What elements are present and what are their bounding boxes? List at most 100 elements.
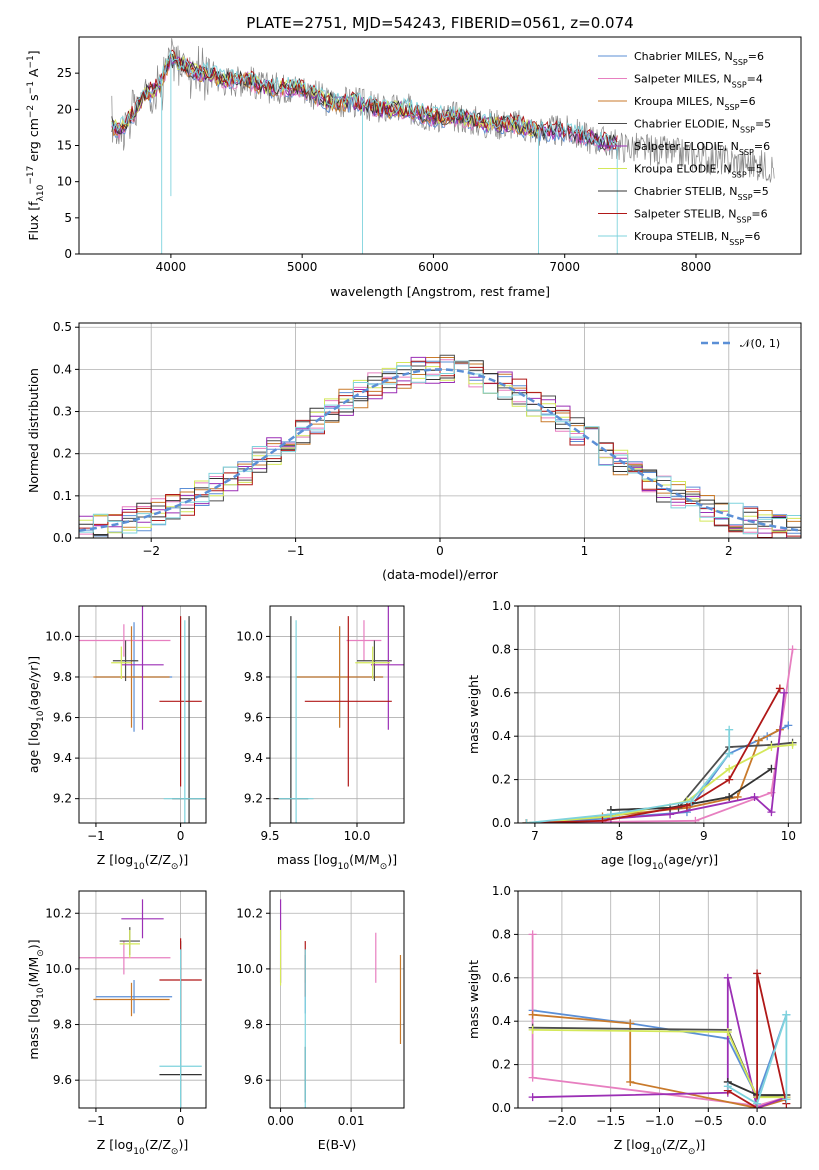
weight-line xyxy=(532,1029,787,1099)
y-tick-label: 9.6 xyxy=(53,1073,72,1087)
weight-point xyxy=(725,775,734,784)
plot-frame xyxy=(78,890,207,1109)
weight-vs-age-panel: 7 8 9 10 0.0 0.2 0.4 0.6 0.8 1.0 age [log10(age/yr… xyxy=(466,599,802,872)
x-tick-label: −1 xyxy=(87,829,105,843)
y-tick-label: 9.4 xyxy=(53,751,72,765)
residual-histogram xyxy=(79,360,801,538)
plot-area xyxy=(79,899,202,1108)
weight-point xyxy=(528,930,537,939)
figure-title: PLATE=2751, MJD=54243, FIBERID=0561, z=0… xyxy=(246,14,633,32)
x-tick-label: −2.0 xyxy=(547,1114,576,1128)
y-tick-label: 0 xyxy=(64,247,72,261)
y-tick-label: 0.8 xyxy=(492,927,511,941)
plot-area xyxy=(79,354,801,538)
legend-label: Kroupa MILES, NSSP=6 xyxy=(634,95,756,112)
y-tick-label: 9.6 xyxy=(244,711,263,725)
weight-point xyxy=(528,1093,537,1102)
weight-point xyxy=(626,1077,635,1086)
y-tick-label: 0.4 xyxy=(492,729,511,743)
y-tick-label: 10.2 xyxy=(236,906,263,920)
model-spectrum-line xyxy=(111,56,618,150)
x-tick-label: 9 xyxy=(700,829,708,843)
y-tick-label: 0.5 xyxy=(53,320,72,334)
weight-line xyxy=(610,741,793,811)
plot-frame xyxy=(78,605,207,824)
legend-label: Chabrier ELODIE, NSSP=5 xyxy=(634,118,771,135)
x-tick-label: 6000 xyxy=(418,260,449,274)
weight-line xyxy=(727,973,788,1108)
weight-point xyxy=(687,797,696,806)
y-tick-label: 0.3 xyxy=(53,405,72,419)
y-tick-label: 0.1 xyxy=(53,489,72,503)
weight-point xyxy=(723,1028,732,1037)
y-axis-label: mass weight xyxy=(466,675,481,754)
x-axis-label: Z [log10(Z/Z⊙)] xyxy=(97,852,188,872)
mass-vs-ebv-panel: 0.00 0.01 9.6 9.8 10.0 10.2 E(B-V) xyxy=(236,890,405,1152)
legend-label: Kroupa STELIB, NSSP=6 xyxy=(634,230,760,247)
y-tick-label: 9.8 xyxy=(244,670,263,684)
x-tick-label: −1 xyxy=(87,1114,105,1128)
y-tick-label: 10.0 xyxy=(236,629,263,643)
x-axis-label: age [log10(age/yr)] xyxy=(601,852,718,872)
weight-point xyxy=(691,816,700,823)
weight-vs-z-panel: −2.0 −1.5 −1.0 −0.5 0.0 0.0 0.2 0.4 0.6 0.8 1.0 Z [… xyxy=(466,884,802,1157)
weight-point xyxy=(782,1010,791,1019)
plot-frame xyxy=(78,322,802,539)
plot-area xyxy=(111,38,775,254)
x-tick-label: −1.5 xyxy=(596,1114,625,1128)
y-axis-label: mass weight xyxy=(466,960,481,1039)
y-tick-label: 9.2 xyxy=(53,792,72,806)
legend-label: Kroupa ELODIE, NSSP=5 xyxy=(634,163,763,180)
y-tick-label: 5 xyxy=(64,211,72,225)
weight-line xyxy=(727,1014,788,1106)
x-axis-label: E(B-V) xyxy=(318,1137,357,1152)
legend-label: Salpeter ELODIE, NSSP=6 xyxy=(634,140,770,157)
y-axis-label: Flux [fλ10−17 erg cm−2 s−1 A−1] xyxy=(26,50,46,240)
x-tick-label: 0 xyxy=(177,1114,185,1128)
x-axis-label: Z [log10(Z/Z⊙)] xyxy=(614,1137,705,1157)
weight-point xyxy=(725,749,734,758)
x-tick-label: −0.5 xyxy=(694,1114,723,1128)
y-tick-label: 10.0 xyxy=(236,962,263,976)
y-tick-label: 9.8 xyxy=(244,1018,263,1032)
x-tick-label: −1.0 xyxy=(645,1114,674,1128)
y-tick-label: 9.6 xyxy=(53,711,72,725)
y-tick-label: 9.6 xyxy=(244,1073,263,1087)
y-tick-label: 20 xyxy=(57,102,72,116)
weight-point xyxy=(626,1019,635,1028)
x-tick-label: 8 xyxy=(616,829,624,843)
x-tick-label: 1 xyxy=(581,544,589,558)
weight-point xyxy=(522,819,531,823)
y-tick-label: 15 xyxy=(57,139,72,153)
y-tick-label: 9.2 xyxy=(244,792,263,806)
weight-point xyxy=(753,969,762,978)
plot-area xyxy=(273,606,404,823)
weight-point xyxy=(725,764,734,773)
y-tick-label: 10.2 xyxy=(45,906,72,920)
y-tick-label: 1.0 xyxy=(492,599,511,613)
weight-point xyxy=(598,816,607,823)
y-tick-label: 0.8 xyxy=(492,642,511,656)
model-spectrum-line xyxy=(111,50,618,148)
x-tick-label: 4000 xyxy=(156,260,187,274)
y-tick-label: 10.0 xyxy=(45,962,72,976)
weight-point xyxy=(528,1073,537,1082)
x-tick-label: 5000 xyxy=(287,260,318,274)
y-tick-label: 9.4 xyxy=(244,751,263,765)
x-tick-label: 0.00 xyxy=(267,1114,294,1128)
x-tick-label: −2 xyxy=(142,544,160,558)
legend-label: 𝒩(0, 1) xyxy=(740,337,780,350)
weight-point xyxy=(753,1099,762,1108)
y-tick-label: 0.0 xyxy=(492,1101,511,1115)
x-axis-label: (data-model)/error xyxy=(382,567,499,582)
y-tick-label: 0.2 xyxy=(53,447,72,461)
mass-vs-z-panel: −1 0 9.6 9.8 10.0 10.2 Z [log10(Z/Z⊙)] mass [lo… xyxy=(26,890,207,1157)
residuals-panel: −2 −1 0 1 2 0.0 0.1 0.2 0.3 0.4 0.5 (data-model)/er… xyxy=(26,320,802,582)
weight-point xyxy=(723,1082,732,1091)
plot-frame xyxy=(78,36,802,255)
y-tick-label: 0.4 xyxy=(53,362,72,376)
y-tick-label: 10.0 xyxy=(45,629,72,643)
x-tick-label: 0.01 xyxy=(338,1114,365,1128)
normal-curve xyxy=(79,368,801,532)
